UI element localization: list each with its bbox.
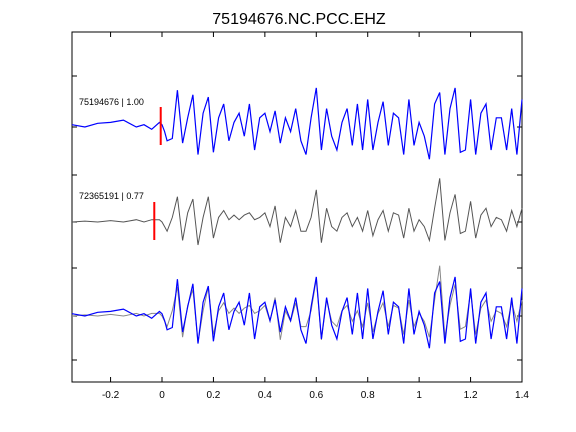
axis-ticks (72, 32, 523, 382)
trace-line-72365191 (71, 178, 523, 246)
x-tick-label: 1 (416, 390, 422, 401)
x-tick-label: 0.6 (309, 390, 323, 401)
x-tick-label: 1.4 (515, 390, 529, 401)
plot-frame (71, 31, 523, 383)
x-tick-label: 0 (159, 390, 165, 401)
trace-label-72365191: 72365191 | 0.77 (79, 191, 144, 201)
x-axis-tick-labels: -0.2 0 0.2 0.4 0.6 0.8 1 1.2 1.4 (102, 390, 529, 401)
waveform-traces (71, 87, 523, 349)
trace-label-75194676: 75194676 | 1.00 (79, 97, 144, 107)
x-tick-label: 0.4 (258, 390, 272, 401)
x-tick-label: -0.2 (102, 390, 120, 401)
overlay-trace-75194676 (71, 276, 523, 349)
x-tick-label: 0.2 (206, 390, 220, 401)
chart-title: 75194676.NC.PCC.EHZ (212, 11, 386, 28)
trace-line-75194676 (71, 87, 523, 160)
trace-labels: 75194676 | 1.00 72365191 | 0.77 (79, 97, 144, 201)
x-tick-label: 1.2 (464, 390, 478, 401)
x-tick-label: 0.8 (361, 390, 375, 401)
